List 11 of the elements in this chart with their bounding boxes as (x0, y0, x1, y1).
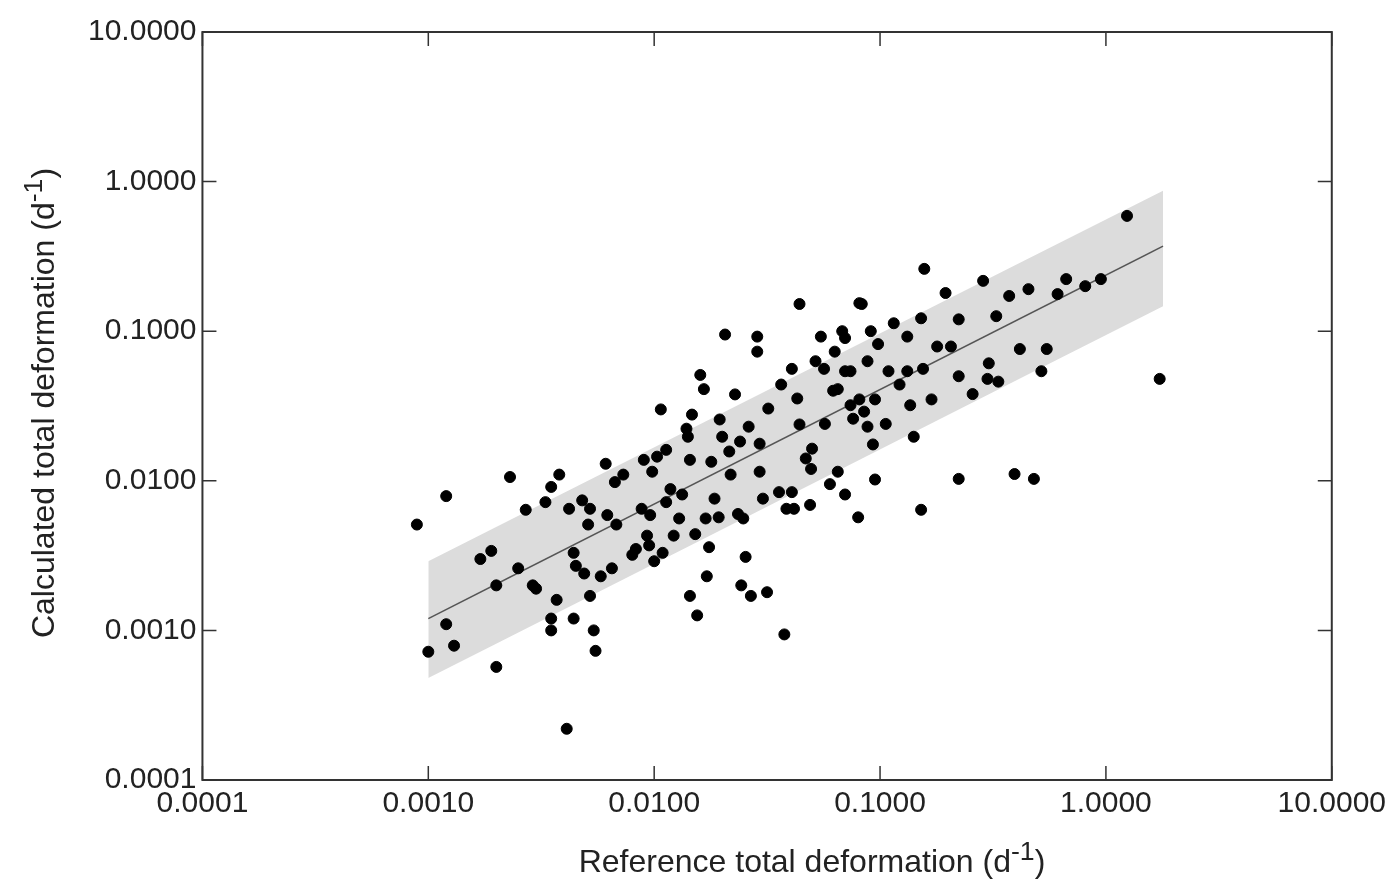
x-tick-label: 1.0000 (1060, 785, 1152, 819)
y-tick-label: 10.0000 (87, 13, 197, 47)
y-tick-label: 0.0010 (104, 611, 197, 645)
x-tick-label: 0.0010 (382, 785, 475, 819)
x-tick-label: 0.0100 (608, 785, 701, 819)
y-tick-label: 1.0000 (104, 162, 197, 196)
x-axis-title: Reference total deformation (d$^{-1}$) (578, 836, 1046, 880)
x-tick-label: 10.0000 (1277, 785, 1387, 819)
y-tick-label: 0.0100 (104, 462, 197, 496)
y-tick-label: 0.1000 (104, 312, 197, 346)
x-tick-label: 0.1000 (834, 785, 926, 819)
